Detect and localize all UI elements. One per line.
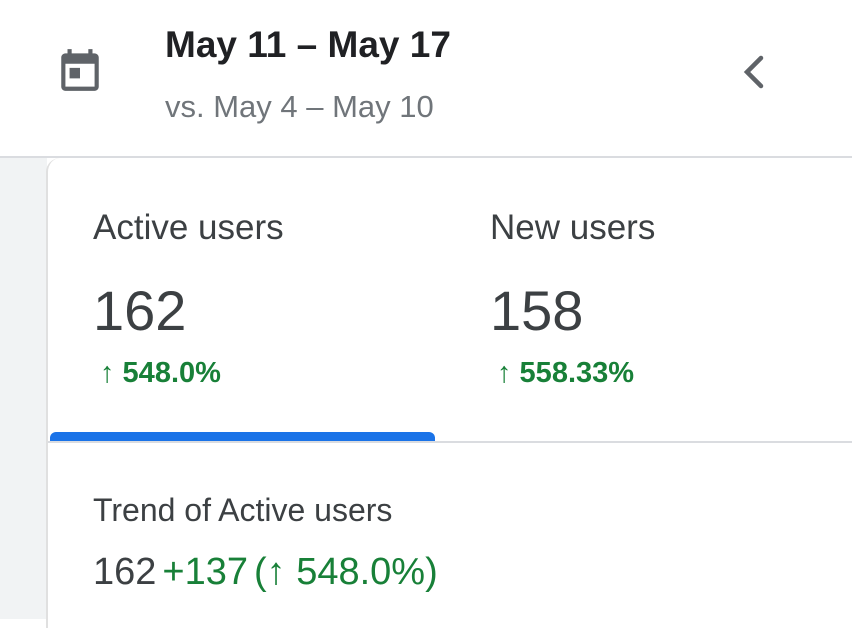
trend-summary: 162 +137 (↑ 548.0%) — [93, 551, 444, 594]
metric-change: ↑ 558.33% — [497, 357, 635, 389]
metric-label[interactable]: New users — [490, 208, 656, 247]
date-range[interactable]: May 11 – May 17 — [165, 24, 451, 65]
header: May 11 – May 17 vs. May 4 – May 10 — [0, 0, 852, 158]
calendar-icon[interactable] — [55, 44, 105, 96]
collapse-chevron[interactable] — [735, 52, 771, 92]
divider — [48, 441, 852, 443]
trend-title: Trend of Active users — [93, 492, 393, 528]
metric-value: 162 — [93, 279, 187, 342]
side-strip — [0, 158, 47, 619]
trend-value: 162 — [93, 551, 157, 593]
comparison-range: vs. May 4 – May 10 — [165, 89, 434, 124]
trend-delta: +137 — [162, 551, 248, 593]
metric-label[interactable]: Active users — [93, 208, 284, 247]
metric-change: ↑ 548.0% — [100, 357, 221, 389]
trend-percent: (↑ 548.0%) — [254, 551, 438, 593]
card — [46, 158, 852, 628]
active-tab-indicator — [50, 432, 435, 442]
metric-value: 158 — [490, 279, 584, 342]
